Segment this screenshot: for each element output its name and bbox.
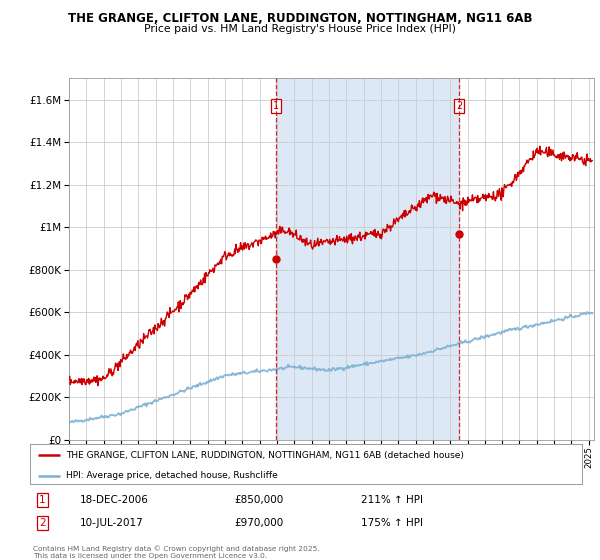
Text: 2: 2 [456, 101, 463, 111]
Text: THE GRANGE, CLIFTON LANE, RUDDINGTON, NOTTINGHAM, NG11 6AB: THE GRANGE, CLIFTON LANE, RUDDINGTON, NO… [68, 12, 532, 25]
Text: 2: 2 [39, 518, 46, 528]
Text: £970,000: £970,000 [234, 518, 283, 528]
Text: Price paid vs. HM Land Registry's House Price Index (HPI): Price paid vs. HM Land Registry's House … [144, 24, 456, 34]
Text: 10-JUL-2017: 10-JUL-2017 [80, 518, 143, 528]
Text: 211% ↑ HPI: 211% ↑ HPI [361, 495, 423, 505]
Text: Contains HM Land Registry data © Crown copyright and database right 2025.
This d: Contains HM Land Registry data © Crown c… [33, 545, 320, 559]
Text: 1: 1 [273, 101, 279, 111]
Text: 1: 1 [39, 495, 46, 505]
Text: £850,000: £850,000 [234, 495, 283, 505]
Text: THE GRANGE, CLIFTON LANE, RUDDINGTON, NOTTINGHAM, NG11 6AB (detached house): THE GRANGE, CLIFTON LANE, RUDDINGTON, NO… [66, 451, 464, 460]
Bar [276, 78, 460, 440]
Text: 18-DEC-2006: 18-DEC-2006 [80, 495, 149, 505]
Text: 175% ↑ HPI: 175% ↑ HPI [361, 518, 423, 528]
Text: HPI: Average price, detached house, Rushcliffe: HPI: Average price, detached house, Rush… [66, 471, 278, 480]
